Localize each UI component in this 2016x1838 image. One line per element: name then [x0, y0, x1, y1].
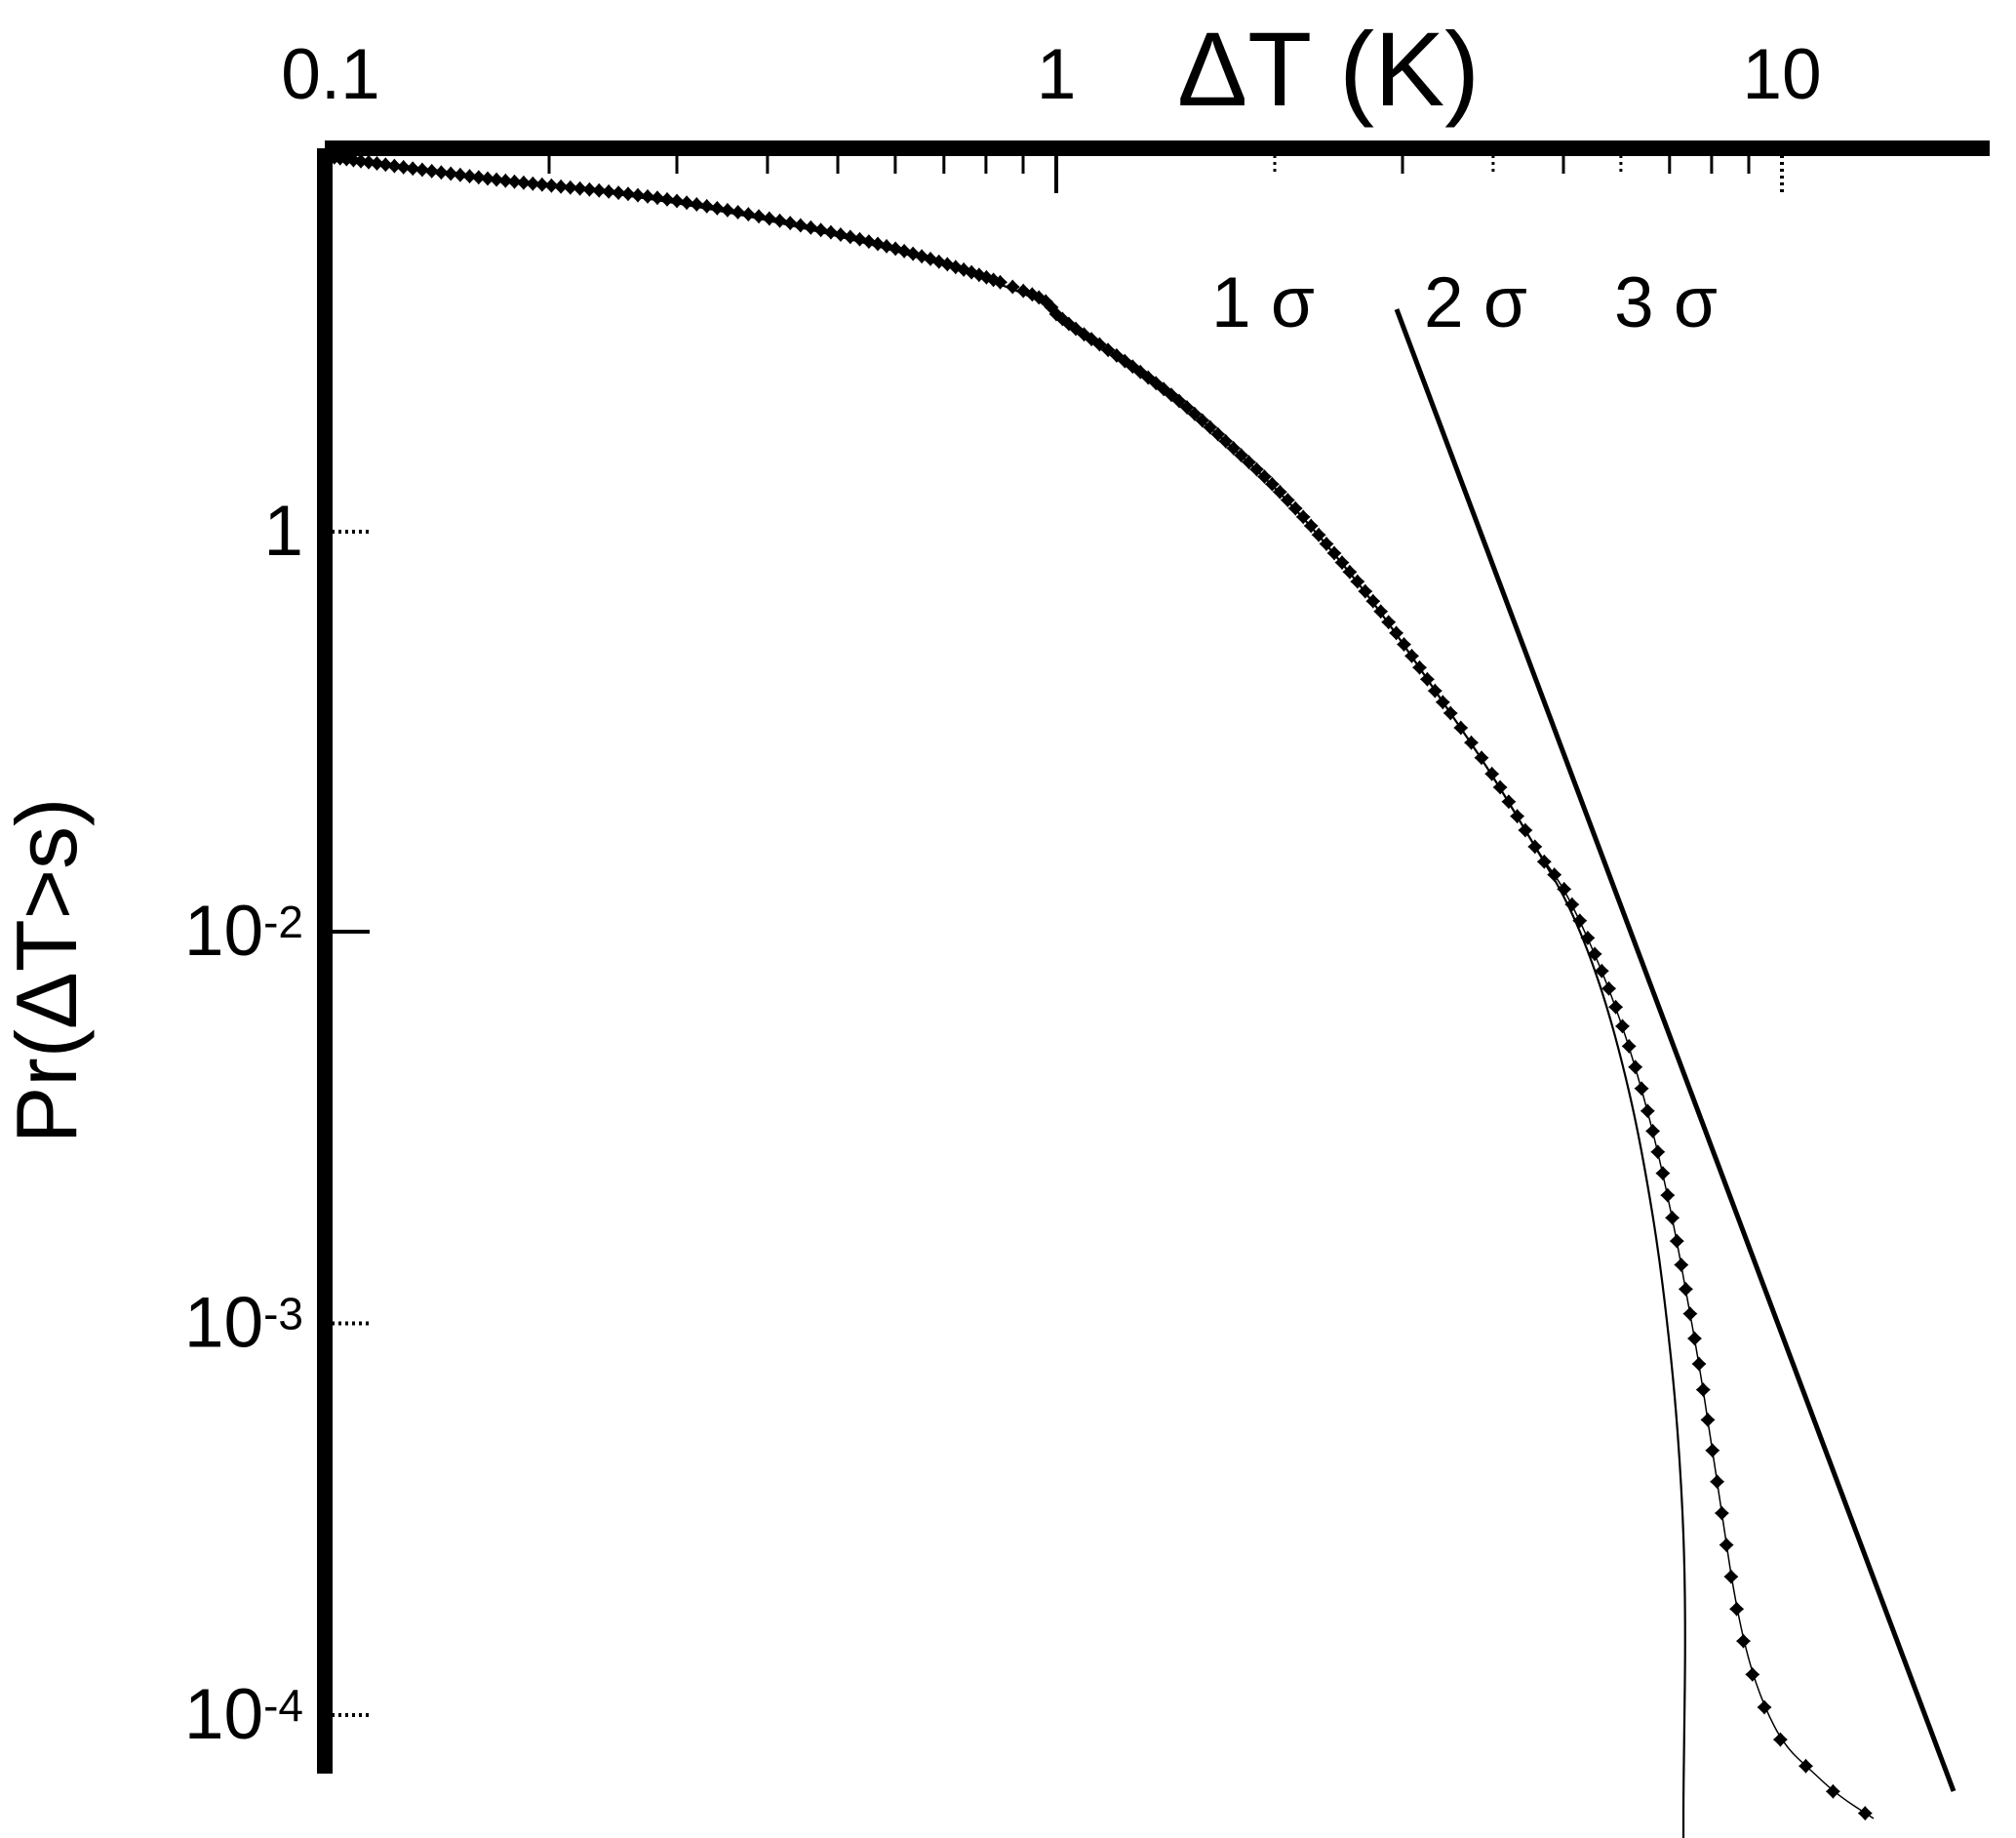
- svg-text:1: 1: [263, 492, 303, 571]
- svg-text:0.1: 0.1: [281, 35, 379, 114]
- svg-text:10: 10: [1742, 35, 1821, 114]
- svg-text:1: 1: [1037, 35, 1077, 114]
- svg-text:Pr(ΔT>s): Pr(ΔT>s): [0, 798, 95, 1144]
- svg-text:1 σ: 1 σ: [1211, 263, 1315, 342]
- svg-text:3 σ: 3 σ: [1614, 263, 1718, 342]
- svg-text:ΔT (K): ΔT (K): [1177, 10, 1480, 128]
- svg-text:2 σ: 2 σ: [1424, 263, 1527, 342]
